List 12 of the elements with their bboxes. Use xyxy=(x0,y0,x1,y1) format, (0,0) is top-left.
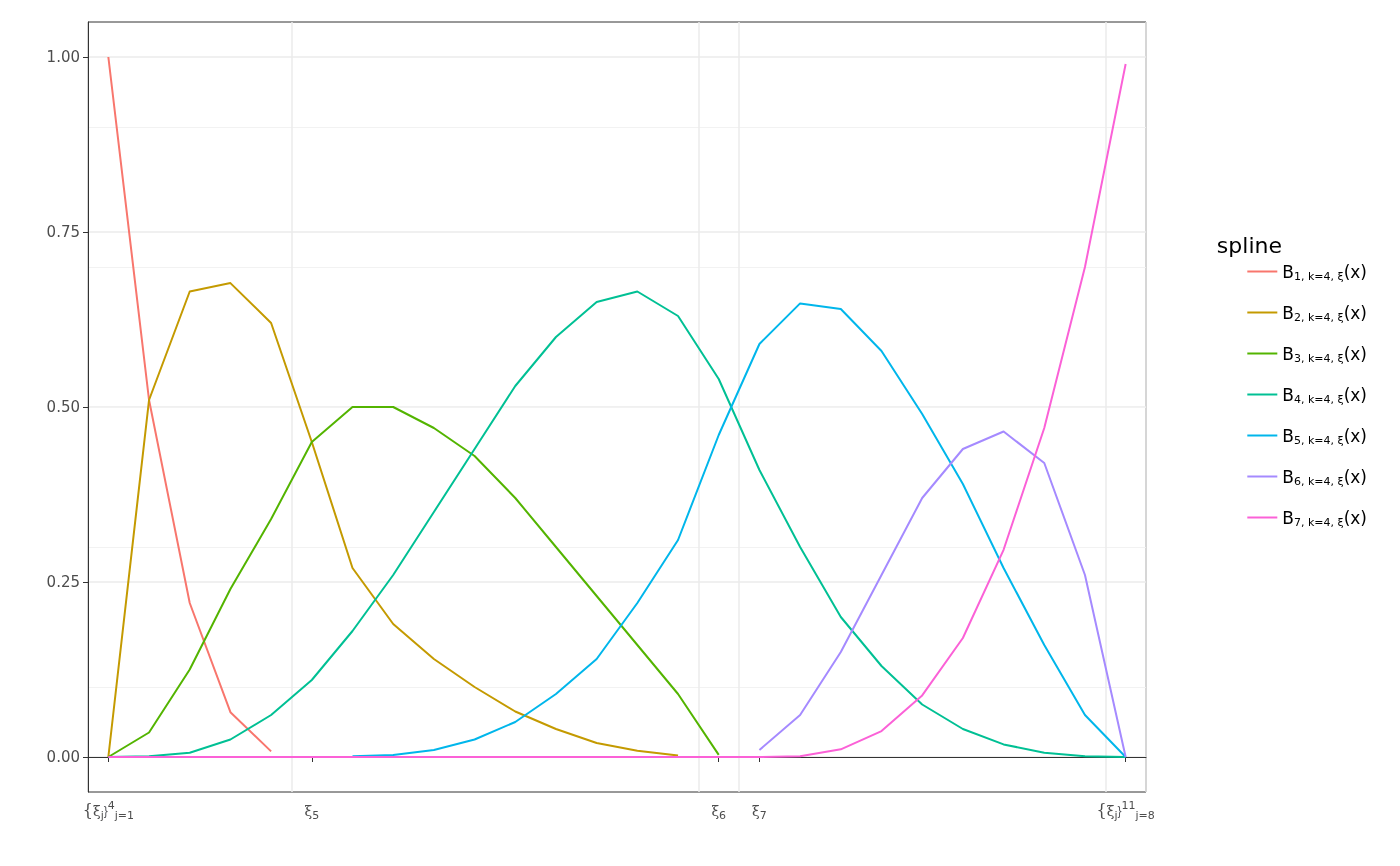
y-tick-label: 0.50 xyxy=(46,398,80,416)
line-series xyxy=(107,406,720,758)
line-series xyxy=(758,430,1127,758)
y-tick-label: 0.00 xyxy=(46,748,80,766)
legend-title: spline xyxy=(1216,232,1283,258)
y-tick-label: 1.00 xyxy=(46,48,80,66)
y-tick-label: 0.75 xyxy=(46,223,80,241)
y-tick-label: 0.25 xyxy=(46,573,80,591)
line-series xyxy=(107,63,1127,758)
line-series xyxy=(107,282,680,758)
line-series xyxy=(107,56,273,753)
line-series xyxy=(351,302,1127,758)
